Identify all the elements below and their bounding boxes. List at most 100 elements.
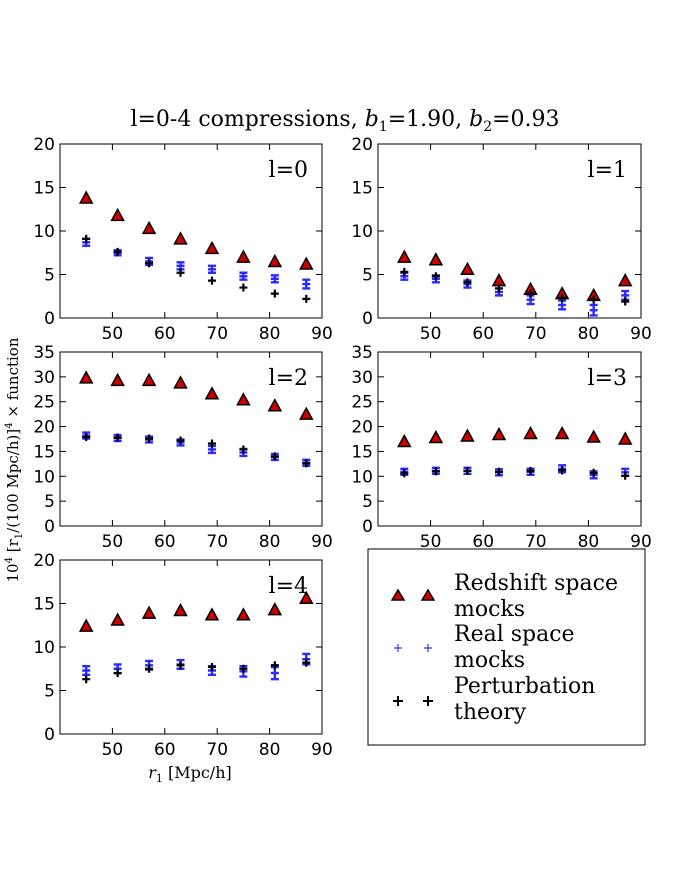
real-point — [270, 274, 279, 284]
panel-label: l=4 — [269, 574, 308, 599]
axes-frame — [59, 351, 323, 527]
x-tick-label: 60 — [154, 740, 176, 760]
pt-point — [113, 669, 122, 678]
redshift-point — [428, 252, 444, 266]
y-tick-label: 5 — [44, 682, 55, 702]
pt-point — [207, 276, 216, 285]
x-axis-label: r1 [Mpc/h] — [148, 763, 232, 785]
legend-label: Real space — [454, 622, 575, 647]
panel-label: l=1 — [588, 158, 627, 183]
pt-point — [270, 452, 279, 461]
redshift-point — [141, 605, 157, 619]
panel-l0: 0 5 10 15 20 50 60 70 80 90 l=0 — [33, 135, 332, 344]
y-tick-label: 15 — [351, 179, 373, 199]
x-tick-label: 80 — [578, 532, 600, 552]
pt-point — [494, 467, 503, 476]
redshift-point — [397, 249, 412, 263]
panel-label: l=0 — [269, 158, 308, 183]
redshift-point — [78, 618, 94, 632]
pt-point — [145, 434, 154, 443]
pt-point — [145, 664, 154, 673]
x-tick-label: 70 — [206, 740, 228, 760]
y-axis-label: 104 [r1/(100 Mpc/h)]4 × function — [4, 337, 25, 582]
pt-point — [270, 661, 279, 670]
redshift-point — [460, 428, 475, 442]
x-tick-label: 70 — [525, 324, 547, 344]
x-tick-label: 90 — [311, 740, 333, 760]
redshift-point — [204, 607, 220, 621]
redshift-point — [267, 602, 283, 616]
axes-frame — [377, 351, 642, 527]
redshift-point — [554, 425, 570, 440]
legend-label: Redshift space — [454, 571, 618, 596]
x-tick-label: 70 — [525, 532, 547, 552]
pt-point — [526, 466, 535, 475]
redshift-point — [428, 429, 444, 444]
x-tick-label: 80 — [259, 324, 281, 344]
real-point — [302, 278, 311, 290]
redshift-point — [110, 612, 125, 626]
pt-point — [176, 436, 185, 445]
pt-point — [302, 294, 311, 303]
pt-point — [400, 267, 409, 276]
y-tick-label: 15 — [33, 179, 55, 199]
redshift-point — [491, 273, 507, 287]
x-tick-label: 60 — [154, 532, 176, 552]
pt-point — [82, 234, 91, 243]
pt-point — [239, 445, 248, 454]
pt-point — [526, 289, 535, 298]
panel-label: l=3 — [588, 366, 627, 391]
pt-point — [207, 663, 216, 672]
y-tick-label: 0 — [44, 725, 55, 745]
panel-l3: 0 5 10 15 20 25 30 35 50 60 70 80 90 l=3 — [351, 343, 651, 552]
y-tick-label: 10 — [351, 467, 373, 487]
panel-label: l=2 — [269, 366, 308, 391]
redshift-point — [299, 406, 314, 420]
legend-entry-real: Real space mocks — [394, 622, 575, 673]
pt-point — [302, 459, 311, 468]
redshift-point — [236, 249, 251, 263]
y-tick-label: 5 — [44, 266, 55, 286]
pt-point — [302, 658, 311, 667]
pt-point — [239, 283, 248, 292]
real-point — [589, 303, 598, 317]
y-tick-label: 20 — [33, 135, 55, 155]
y-tick-label: 0 — [44, 309, 55, 329]
pt-point — [621, 297, 630, 306]
pt-point — [113, 247, 122, 256]
pt-point — [82, 433, 91, 442]
y-tick-label: 25 — [33, 393, 55, 413]
y-tick-label: 0 — [362, 517, 373, 537]
pt-point — [113, 433, 122, 442]
y-tick-label: 30 — [33, 368, 55, 388]
redshift-point — [141, 372, 157, 387]
y-tick-label: 10 — [33, 222, 55, 242]
pt-point — [270, 289, 279, 298]
x-tick-label: 50 — [420, 532, 442, 552]
redshift-point — [586, 429, 601, 443]
panel-l2: 0 5 10 15 20 25 30 35 50 60 70 80 90 l=2 — [33, 343, 332, 552]
redshift-point — [617, 431, 633, 445]
redshift-point — [299, 590, 314, 605]
real-point — [621, 289, 630, 301]
y-tick-label: 35 — [351, 343, 373, 363]
redshift-point — [78, 370, 94, 384]
y-tick-label: 20 — [33, 418, 55, 438]
y-tick-label: 10 — [33, 467, 55, 487]
redshift-point — [267, 398, 283, 412]
legend-triangle-marker — [420, 588, 436, 601]
x-tick-label: 80 — [578, 324, 600, 344]
redshift-point — [491, 426, 507, 441]
legend-triangle-marker — [390, 588, 406, 601]
x-tick-label: 90 — [630, 532, 652, 552]
pt-point — [431, 272, 440, 281]
x-tick-label: 60 — [472, 532, 494, 552]
real-point — [207, 264, 216, 274]
y-tick-label: 5 — [362, 266, 373, 286]
redshift-point — [110, 372, 125, 387]
pt-point — [82, 675, 91, 684]
pt-point — [463, 278, 472, 287]
pt-point — [176, 268, 185, 277]
